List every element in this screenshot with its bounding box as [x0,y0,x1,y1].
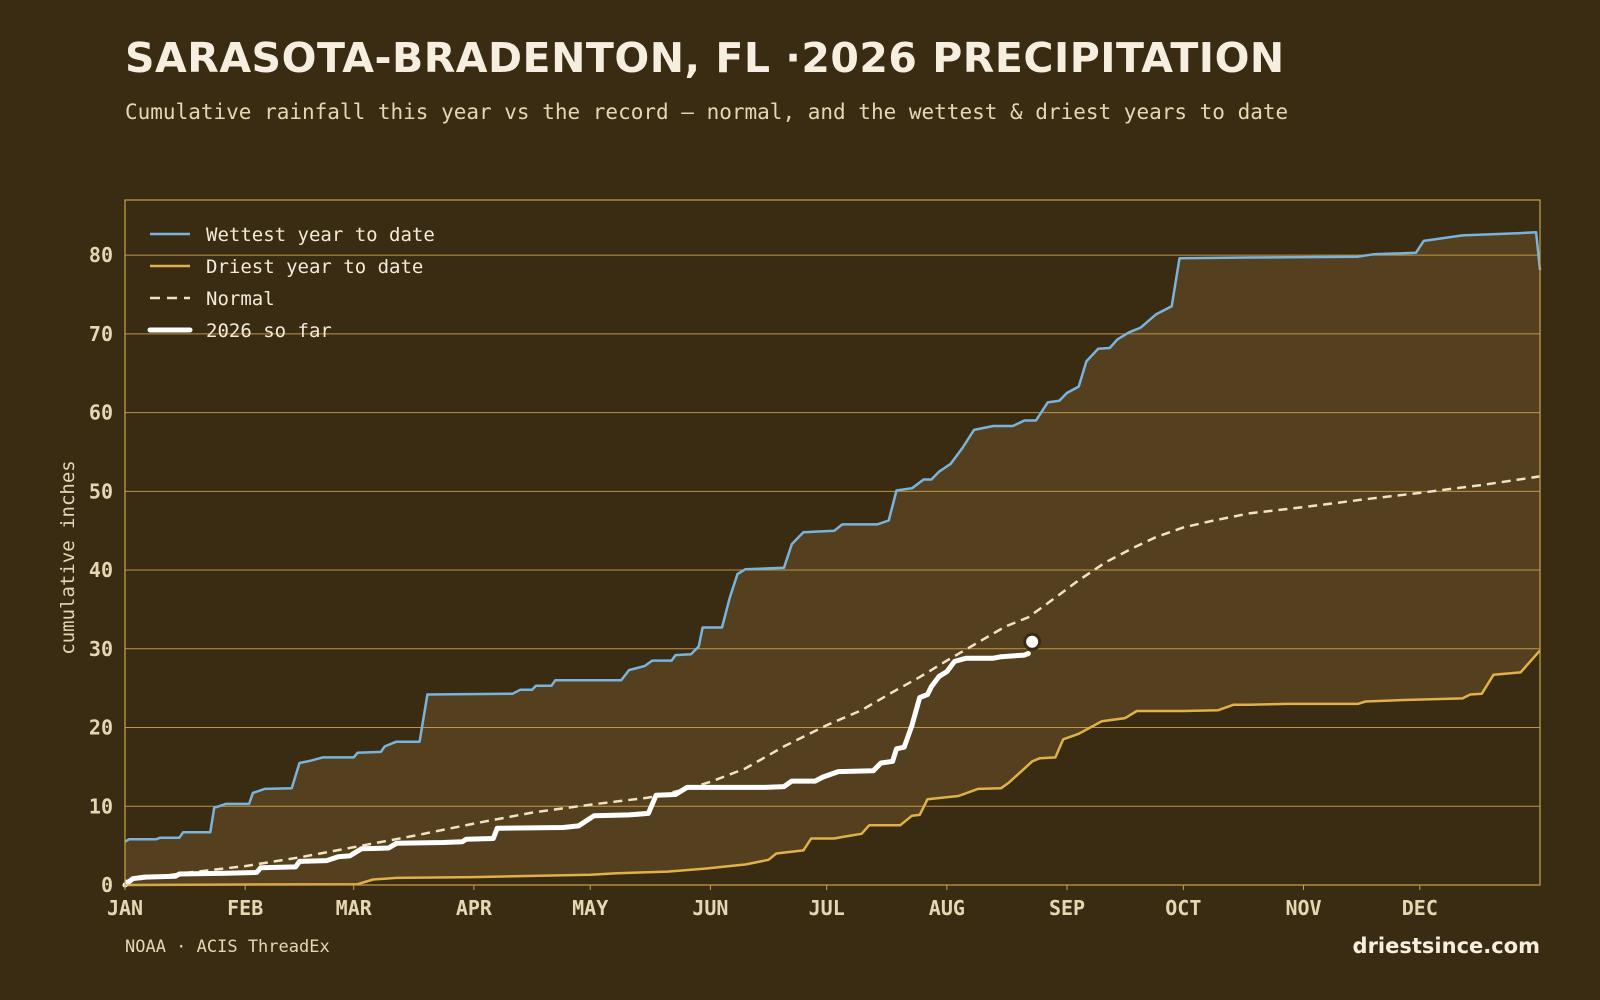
legend-label-driest-line: Driest year to date [206,256,423,278]
y-tick-70: 70 [89,322,113,346]
x-tick-feb: FEB [227,896,263,920]
wettest-driest-band [125,232,1540,886]
site-credit[interactable]: driestsince.com [1352,934,1540,958]
x-tick-labels: JAN FEB MAR APR MAY JUN JUL AUG SEP OCT NOV DEC [107,885,1438,920]
endpoint-dot [1023,632,1042,651]
wettest-line [124,231,1542,843]
x-tick-jan: JAN [107,896,143,920]
x-tick-may: MAY [572,896,608,920]
legend-label-wettest-line: Wettest year to date [206,224,435,246]
y-axis-label: cumulative inches [57,460,79,654]
y-tick-60: 60 [89,401,113,425]
x-tick-oct: OCT [1165,896,1201,920]
legend: Wettest year to date Driest year to date N… [147,224,435,342]
x-tick-nov: NOV [1285,896,1321,920]
data-source: NOAA · ACIS ThreadEx [125,937,330,957]
current-endpoint-marker [1023,632,1042,651]
y-tick-10: 10 [89,794,113,818]
chart-subtitle: Cumulative rainfall this year vs the rec… [125,100,1289,124]
x-tick-sep: SEP [1049,896,1085,920]
x-tick-aug: AUG [929,896,965,920]
current-year-line [122,651,1031,888]
y-tick-80: 80 [89,243,113,267]
y-tick-30: 30 [89,637,113,661]
y-tick-20: 20 [89,716,113,740]
y-gridlines [125,254,1540,807]
series-lines [122,231,1542,888]
plot-frame [124,199,1541,886]
x-tick-dec: DEC [1402,896,1438,920]
y-tick-50: 50 [89,479,113,503]
y-tick-40: 40 [89,558,113,582]
x-tick-jul: JUL [809,896,845,920]
chart-title: SARASOTA-BRADENTON, FL ·2026 PRECIPITATI… [125,34,1285,82]
x-tick-jun: JUN [692,896,728,920]
y-tick-labels: 0 10 20 30 40 50 60 70 80 [89,243,113,897]
legend-label-current-year-line: 2026 so far [206,320,332,342]
y-tick-0: 0 [101,873,113,897]
record-range-band [125,232,1540,886]
x-tick-apr: APR [456,896,493,920]
driest-line [124,649,1541,887]
normal-line [124,475,1541,883]
legend-label-normal-line: Normal [206,288,275,310]
x-tick-mar: MAR [336,896,373,920]
